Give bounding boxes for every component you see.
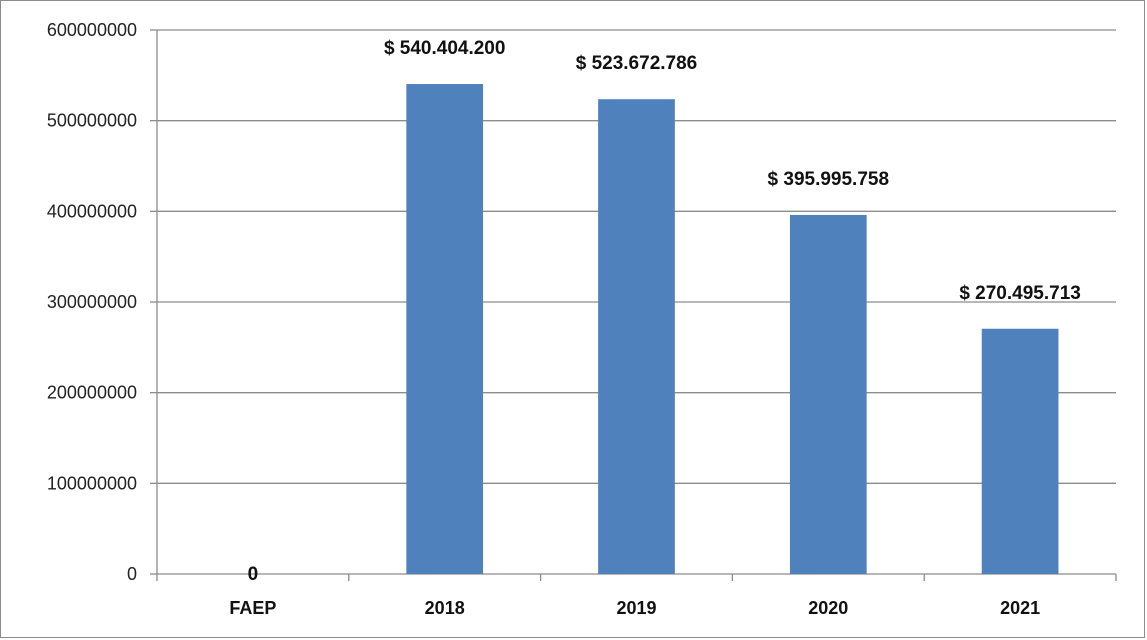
bars <box>406 84 1059 575</box>
labels: 0 100000000 200000000 300000000 400000000 500… <box>47 20 1081 618</box>
x-tick-label: 2021 <box>1000 598 1040 618</box>
y-tick-label: 200000000 <box>47 383 137 403</box>
bar-2018 <box>406 84 484 575</box>
data-label: $ 523.672.786 <box>576 53 698 74</box>
y-tick-label: 600000000 <box>47 20 137 40</box>
x-tick-label: FAEP <box>229 598 276 618</box>
bar-2021 <box>981 328 1059 574</box>
y-tick-label: 500000000 <box>47 111 137 131</box>
data-label: 0 <box>248 564 259 585</box>
bar-2020 <box>789 214 867 574</box>
x-tick-label: 2020 <box>808 598 848 618</box>
x-tick-label: 2019 <box>616 598 656 618</box>
y-tick-label: 100000000 <box>47 473 137 493</box>
x-tick-label: 2018 <box>425 598 465 618</box>
data-label: $ 395.995.758 <box>768 169 890 190</box>
y-tick-label: 400000000 <box>47 201 137 221</box>
bar-2019 <box>598 99 675 574</box>
data-label: $ 540.404.200 <box>384 38 506 59</box>
y-tick-label: 0 <box>127 564 137 584</box>
data-label: $ 270.495.713 <box>959 283 1081 304</box>
y-tick-label: 300000000 <box>47 292 137 312</box>
